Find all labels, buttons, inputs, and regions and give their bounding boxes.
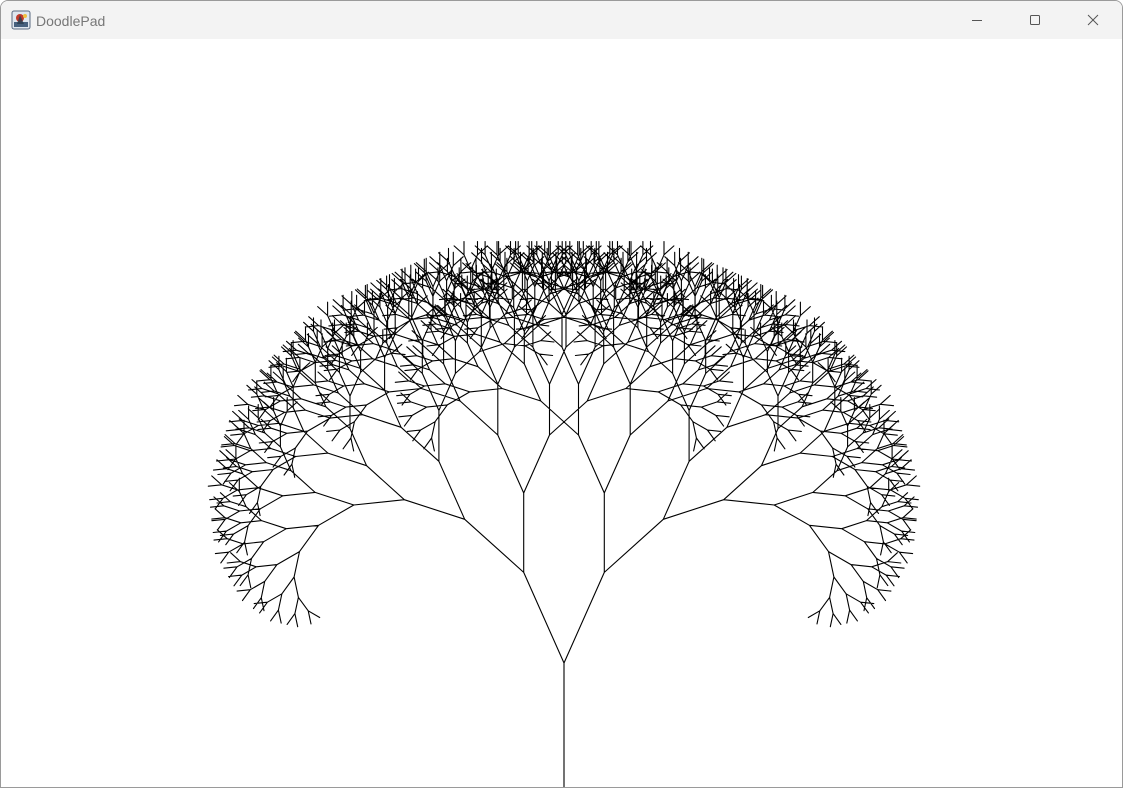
- minimize-icon: [971, 14, 983, 26]
- maximize-icon: [1029, 14, 1041, 26]
- tree-branches: [207, 240, 921, 787]
- window-title: DoodlePad: [36, 13, 106, 29]
- close-button[interactable]: [1064, 1, 1122, 39]
- java-app-icon: [11, 10, 31, 30]
- minimize-button[interactable]: [948, 1, 1006, 39]
- title-bar[interactable]: DoodlePad: [1, 1, 1122, 39]
- close-icon: [1087, 14, 1099, 26]
- maximize-button[interactable]: [1006, 1, 1064, 39]
- drawing-canvas[interactable]: [1, 39, 1122, 787]
- fractal-tree-drawing: [207, 240, 921, 787]
